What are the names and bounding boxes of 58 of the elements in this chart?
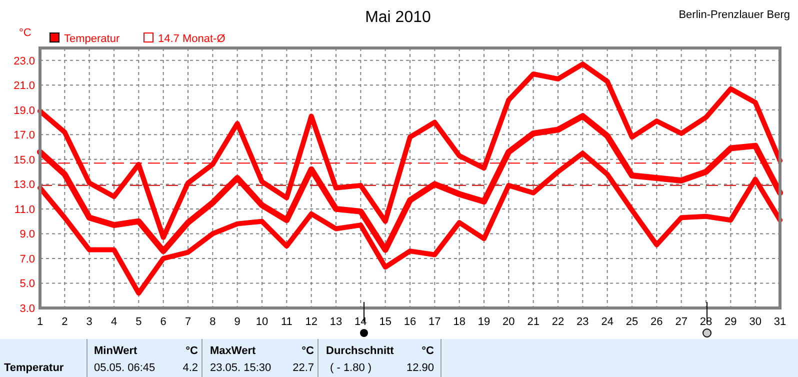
x-tick-label: 12 xyxy=(305,316,318,328)
text: 22.7 xyxy=(292,362,314,374)
text: Durchschnitt xyxy=(326,345,394,357)
text: °C xyxy=(302,345,314,357)
text: 4.2 xyxy=(182,362,198,374)
x-tick-label: 22 xyxy=(552,316,564,328)
y-tick-label: 13.0 xyxy=(14,179,35,192)
text: 12.90 xyxy=(406,362,434,374)
x-tick-label: 15 xyxy=(379,316,392,328)
text: Temperatur xyxy=(4,362,64,374)
x-tick-label: 5 xyxy=(136,316,142,328)
text: °C xyxy=(422,345,434,357)
x-tick-label: 9 xyxy=(234,316,240,328)
x-tick-label: 19 xyxy=(478,316,490,328)
y-tick-label: 23.0 xyxy=(14,55,35,68)
x-tick-label: 3 xyxy=(86,316,92,328)
y-tick-label: 11.0 xyxy=(14,204,35,216)
x-tick-label: 4 xyxy=(110,316,118,328)
x-tick-label: 20 xyxy=(502,316,515,328)
x-tick-label: 2 xyxy=(62,316,68,328)
y-tick-label: 5.0 xyxy=(20,278,35,290)
x-tick-label: 13 xyxy=(330,316,342,328)
x-tick-label: 6 xyxy=(160,316,166,328)
y-tick-label: 9.0 xyxy=(20,228,35,241)
x-tick-label: 17 xyxy=(428,316,441,328)
text: °C xyxy=(186,345,198,357)
text: MaxWert xyxy=(210,345,256,357)
x-tick-label: 31 xyxy=(774,316,786,328)
y-tick-label: 19.0 xyxy=(14,104,35,117)
legend-label: Temperatur xyxy=(64,33,120,45)
x-tick-label: 18 xyxy=(453,316,466,328)
text: MinWert xyxy=(94,345,138,357)
chart-title: Mai 2010 xyxy=(365,9,432,26)
x-tick-label: 10 xyxy=(256,316,268,328)
x-tick-label: 23 xyxy=(576,316,589,328)
y-tick-label: 21.0 xyxy=(14,80,35,92)
x-tick-label: 1 xyxy=(36,316,44,328)
x-tick-label: 26 xyxy=(650,316,663,328)
x-tick-label: 8 xyxy=(210,316,216,328)
legend-label: 14.7 Monat-Ø xyxy=(158,33,226,45)
x-tick-label: 21 xyxy=(527,316,540,328)
x-tick-label: 27 xyxy=(675,316,688,328)
y-tick-label: 3.0 xyxy=(20,303,35,315)
x-tick-label: 16 xyxy=(404,316,416,328)
y-tick-label: 15.0 xyxy=(14,154,35,166)
x-tick-label: 25 xyxy=(626,316,638,328)
x-tick-label: 29 xyxy=(724,316,737,328)
y-axis-title: °C xyxy=(19,27,32,39)
x-tick-label: 7 xyxy=(184,316,192,328)
x-tick-label: 30 xyxy=(749,316,762,328)
x-tick-label: 24 xyxy=(601,316,614,328)
x-tick-label: 11 xyxy=(280,316,292,328)
chart-subtitle: Berlin-Prenzlauer Berg xyxy=(678,9,790,21)
y-tick-label: 7.0 xyxy=(20,253,35,266)
text: 05.05. 06:45 xyxy=(94,362,156,374)
y-tick-label: 17.0 xyxy=(14,130,35,142)
text: ( - 1.80 ) xyxy=(330,362,372,374)
text: 23.05. 15:30 xyxy=(210,362,272,374)
